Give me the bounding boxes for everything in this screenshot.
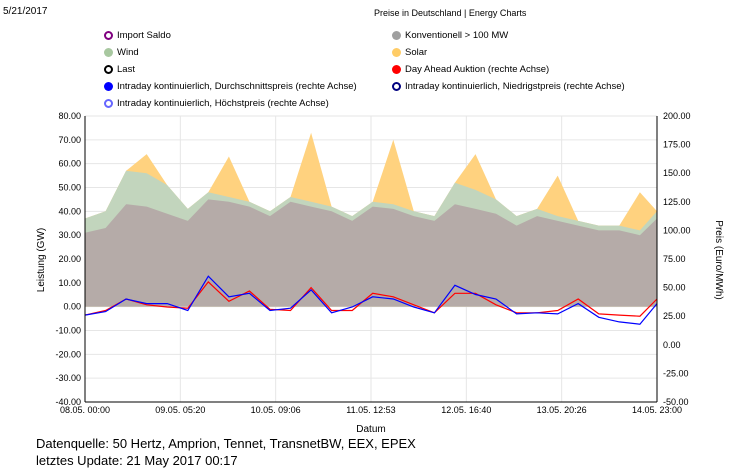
y2-tick-label: 0.00 xyxy=(663,340,681,350)
legend-marker-day-ahead xyxy=(392,65,401,74)
legend-item-konventionell[interactable]: Konventionell > 100 MW xyxy=(392,30,508,41)
x-tick-label: 13.05. 20:26 xyxy=(537,405,587,415)
y-tick-label: 70.00 xyxy=(58,135,81,145)
legend-item-day-ahead[interactable]: Day Ahead Auktion (rechte Achse) xyxy=(392,64,549,75)
y-axis-label: Leistung (GW) xyxy=(36,228,47,292)
footer-update: letztes Update: 21 May 2017 00:17 xyxy=(36,453,238,468)
x-tick-label: 09.05. 05:20 xyxy=(155,405,205,415)
y2-tick-label: 75.00 xyxy=(663,254,686,264)
chart-title: Preise in Deutschland | Energy Charts xyxy=(374,8,527,18)
legend-item-import-saldo[interactable]: Import Saldo xyxy=(104,30,171,41)
y2-tick-label: 200.00 xyxy=(663,111,691,121)
legend-marker-intraday-min xyxy=(392,82,401,91)
legend-marker-intraday-avg xyxy=(104,82,113,91)
y-tick-label: 10.00 xyxy=(58,278,81,288)
legend-marker-import-saldo xyxy=(104,31,113,40)
legend-marker-intraday-max xyxy=(104,99,113,108)
legend-label-wind: Wind xyxy=(117,47,139,58)
y-tick-label: -40.00 xyxy=(55,397,81,407)
legend-marker-solar xyxy=(392,48,401,57)
y-tick-label: 80.00 xyxy=(58,111,81,121)
y-tick-label: 0.00 xyxy=(63,302,81,312)
legend-label-day-ahead: Day Ahead Auktion (rechte Achse) xyxy=(405,64,550,75)
legend-label-last: Last xyxy=(117,64,135,75)
legend-marker-last xyxy=(104,65,113,74)
legend-item-last[interactable]: Last xyxy=(104,64,135,75)
legend-label-intraday-max: Intraday kontinuierlich, Höchstpreis (re… xyxy=(117,98,329,109)
date-stamp: 5/21/2017 xyxy=(3,6,48,17)
y2-tick-label: -50.00 xyxy=(663,397,689,407)
x-tick-label: 14.05. 23:00 xyxy=(632,405,682,415)
legend-label-intraday-min: Intraday kontinuierlich, Niedrigstpreis … xyxy=(405,81,625,92)
y-tick-label: 30.00 xyxy=(58,230,81,240)
y2-tick-label: 50.00 xyxy=(663,283,686,293)
line-intraday-kontinuierlich-durchschnittspreis-rechte-achse- xyxy=(84,275,658,325)
area-konventionell-100-mw xyxy=(85,199,657,307)
y2-tick-label: 125.00 xyxy=(663,197,691,207)
y-tick-label: 60.00 xyxy=(58,159,81,169)
legend-item-intraday-min[interactable]: Intraday kontinuierlich, Niedrigstpreis … xyxy=(392,81,625,92)
x-tick-label: 12.05. 16:40 xyxy=(441,405,491,415)
y2-tick-label: 175.00 xyxy=(663,140,691,150)
y-tick-label: 40.00 xyxy=(58,206,81,216)
legend-item-intraday-avg[interactable]: Intraday kontinuierlich, Durchschnittspr… xyxy=(104,81,357,92)
legend-marker-wind xyxy=(104,48,113,57)
legend-label-intraday-avg: Intraday kontinuierlich, Durchschnittspr… xyxy=(117,81,357,92)
legend-marker-konventionell xyxy=(392,31,401,40)
y2-tick-label: 100.00 xyxy=(663,225,691,235)
y-tick-label: 50.00 xyxy=(58,183,81,193)
footer-source: Datenquelle: 50 Hertz, Amprion, Tennet, … xyxy=(36,436,416,451)
y2-axis-label: Preis (Euro/MWh) xyxy=(713,220,724,299)
y-tick-label: -30.00 xyxy=(55,373,81,383)
legend-item-solar[interactable]: Solar xyxy=(392,47,427,58)
y-tick-label: -10.00 xyxy=(55,326,81,336)
y-tick-label: -20.00 xyxy=(55,349,81,359)
legend-label-konventionell: Konventionell > 100 MW xyxy=(405,30,509,41)
y-tick-label: 20.00 xyxy=(58,254,81,264)
x-tick-label: 10.05. 09:06 xyxy=(251,405,301,415)
x-tick-label: 08.05. 00:00 xyxy=(60,405,110,415)
y2-tick-label: 150.00 xyxy=(663,168,691,178)
x-axis-label: Datum xyxy=(356,424,385,435)
legend-item-intraday-max[interactable]: Intraday kontinuierlich, Höchstpreis (re… xyxy=(104,98,329,109)
y2-tick-label: 25.00 xyxy=(663,311,686,321)
legend-item-wind[interactable]: Wind xyxy=(104,47,139,58)
legend-label-solar: Solar xyxy=(405,47,428,58)
legend-label-import-saldo: Import Saldo xyxy=(117,30,171,41)
y2-tick-label: -25.00 xyxy=(663,368,689,378)
x-tick-label: 11.05. 12:53 xyxy=(346,405,395,415)
